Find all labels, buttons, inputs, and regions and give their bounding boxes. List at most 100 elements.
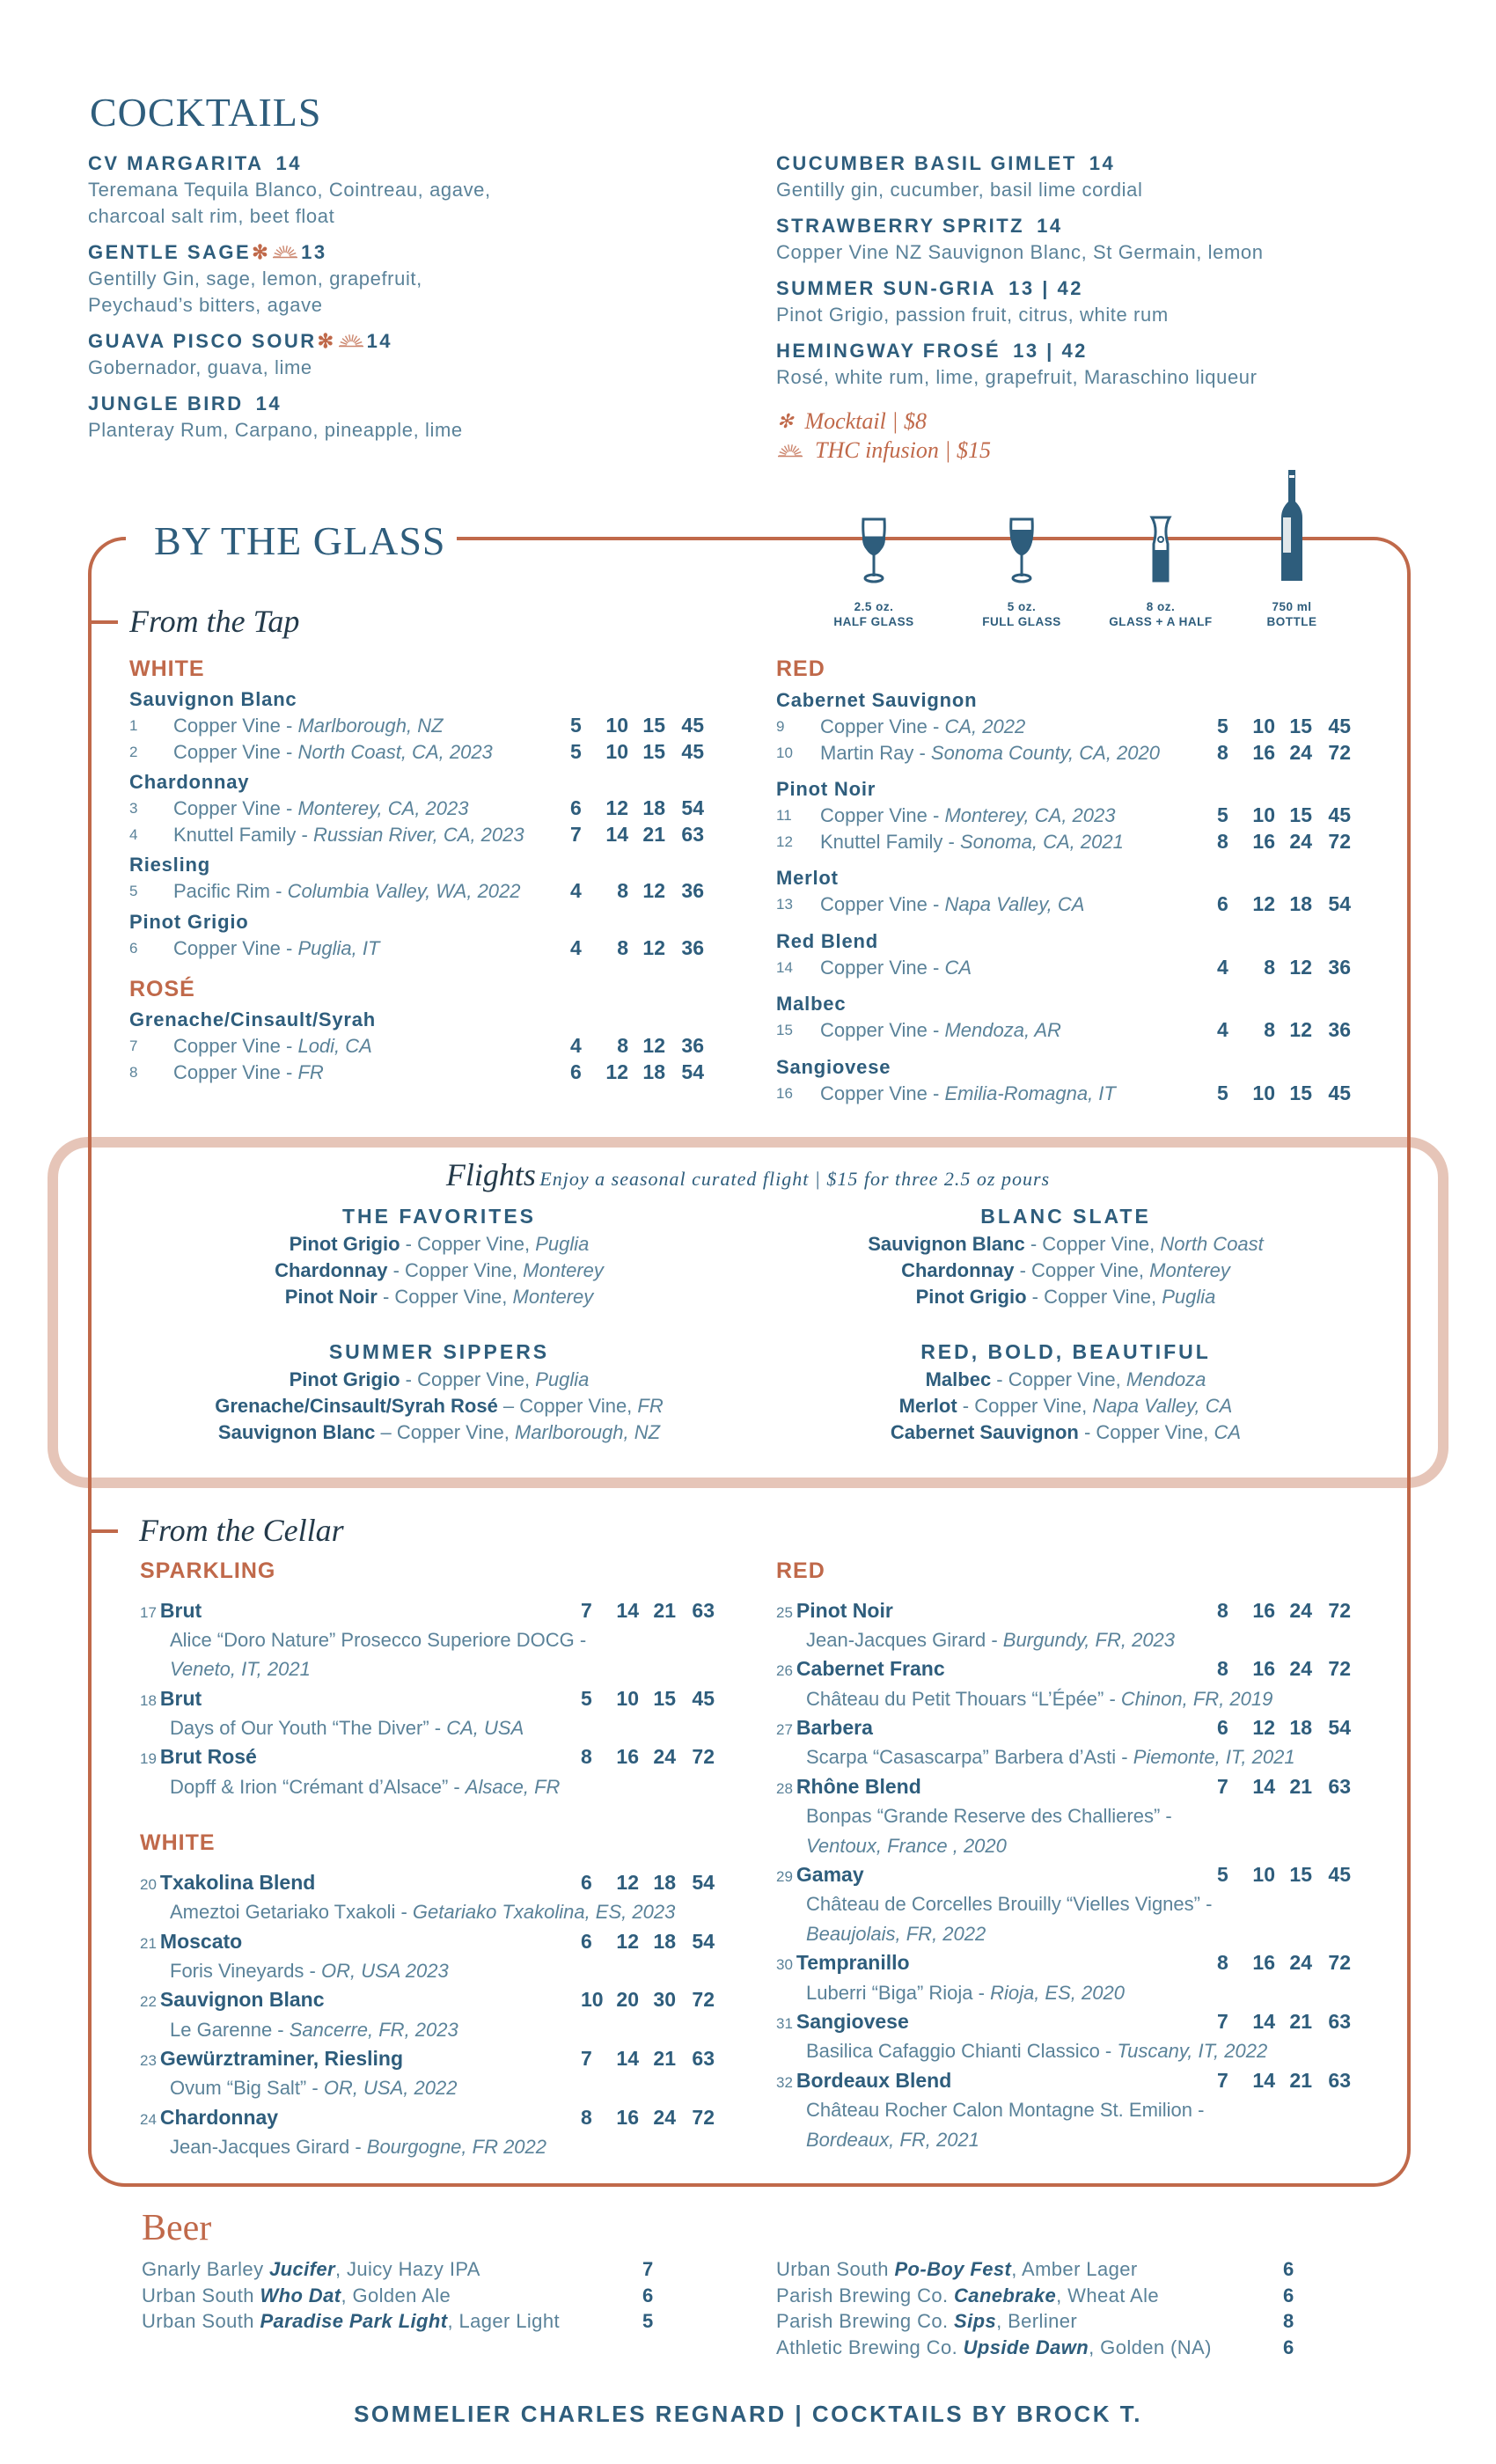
carafe-icon [1134, 466, 1187, 590]
wine-description: Pacific Rim - Columbia Valley, WA, 2022 [173, 878, 521, 905]
price: 10 [1252, 1081, 1275, 1104]
wine-name: Bordeaux Blend [796, 2068, 952, 2092]
price: 5 [570, 714, 582, 737]
price: 8 [1217, 829, 1228, 853]
varietal: Sauvignon Blanc [217, 1421, 376, 1443]
wine-number: 12 [776, 832, 793, 850]
wine-number: 19 [140, 1750, 157, 1768]
cocktail-item: SUMMER SUN-GRIA 13 | 42 Pinot Grigio, pass… [776, 275, 1445, 328]
price: 54 [1328, 892, 1351, 915]
wine-number: 16 [776, 1084, 793, 1102]
pour-size: 5 oz. [1007, 600, 1037, 613]
wine-row: 6 Copper Vine - Puglia, IT 4 8 12 36 [129, 935, 745, 962]
price-list: 8 16 24 72 [581, 2103, 715, 2132]
price: 8 [581, 1745, 592, 1769]
price: 54 [1328, 1716, 1351, 1740]
price: 12 [605, 1060, 628, 1083]
cocktail-description: Rosé, white rum, lime, grapefruit, Maras… [776, 366, 1258, 388]
flight-group: THE FAVORITES Pinot Grigio - Copper Vine,… [131, 1203, 747, 1310]
cocktail-description: Peychaud’s bitters, agave [88, 294, 323, 316]
beer-price: 6 [1283, 2336, 1294, 2359]
price: 24 [1289, 1598, 1312, 1622]
producer: Copper Vine - [173, 715, 298, 737]
wine-description: Beaujolais, FR, 2022 [776, 1919, 1410, 1948]
pour-name: GLASS + A HALF [1109, 615, 1213, 628]
flights-subtitle: Enjoy a seasonal curated flight | $15 fo… [539, 1168, 1051, 1190]
beer-price: 8 [1283, 2310, 1294, 2333]
price: 16 [1252, 740, 1275, 764]
pour-size: 2.5 oz. [854, 600, 894, 613]
wine-description: Copper Vine - Mendoza, AR [820, 1017, 1061, 1044]
region: Columbia Valley, WA, 2022 [287, 880, 521, 902]
price: 63 [1328, 2068, 1351, 2092]
beer-title: Beer [142, 2208, 212, 2248]
price: 45 [1328, 803, 1351, 826]
price: 24 [1289, 1657, 1312, 1681]
producer: Pacific Rim - [173, 880, 288, 902]
cocktail-name-line: GENTLE SAGE ✻ 13 [88, 239, 757, 266]
wine-number: 7 [129, 1038, 138, 1054]
tap-right-column: RED Cabernet Sauvignon 9 Copper Vine - CA, … [776, 656, 1392, 1106]
price: 30 [653, 1988, 676, 2012]
producer: Copper Vine - [820, 804, 945, 826]
wine-row: 18 Brut 5 10 15 45 [140, 1684, 774, 1713]
legend-text: Mocktail | $8 [804, 408, 927, 434]
pour-name: HALF GLASS [833, 615, 914, 628]
region: Puglia, IT [297, 936, 380, 959]
price-list: 4 8 12 36 [570, 878, 704, 905]
varietal-heading: Riesling [129, 854, 210, 876]
producer: Ovum “Big Salt” - [170, 2077, 324, 2100]
region: CA [944, 956, 972, 979]
price: 72 [1328, 1951, 1351, 1975]
price: 21 [642, 822, 665, 846]
price: 21 [653, 1598, 676, 1622]
price: 20 [616, 1988, 639, 2012]
price: 10 [605, 739, 628, 763]
flight-wine: Chardonnay - Copper Vine, Monterey [758, 1258, 1374, 1284]
beer-price: 5 [642, 2310, 654, 2333]
region: Bordeaux, FR, 2021 [806, 2128, 979, 2151]
cocktail-price: 14 [255, 392, 282, 414]
price: 18 [653, 1870, 676, 1894]
price: 7 [581, 2047, 592, 2071]
price: 54 [692, 1929, 715, 1953]
price: 6 [570, 796, 582, 819]
half-glass-icon [847, 466, 900, 590]
wine-description: Le Garenne - Sancerre, FR, 2023 [140, 2015, 774, 2044]
price: 7 [570, 822, 582, 846]
price: 72 [692, 1745, 715, 1769]
wine-description: Ameztoi Getariako Txakoli - Getariako Tx… [140, 1897, 774, 1926]
price: 14 [616, 2047, 639, 2071]
wine-number: 23 [140, 2052, 157, 2070]
beer-style: , Lager Light [447, 2310, 560, 2333]
region: Getariako Txakolina, ES, 2023 [412, 1901, 676, 1924]
thc-icon [272, 239, 298, 266]
producer: Knuttel Family - [820, 830, 960, 853]
price-list: 8 16 24 72 [1217, 740, 1351, 766]
producer: - Copper Vine, [400, 1368, 536, 1390]
price: 8 [1217, 1951, 1228, 1975]
price: 6 [1217, 892, 1228, 915]
wine-row: 27 Barbera 6 12 18 54 [776, 1713, 1410, 1742]
cocktail-name: JUNGLE BIRD [88, 392, 244, 414]
price: 7 [1217, 1774, 1228, 1798]
region: Tuscany, IT, 2022 [1117, 2040, 1268, 2063]
region: Puglia [1162, 1286, 1216, 1308]
price-list: 7 14 21 63 [1217, 2007, 1351, 2036]
varietal: Pinot Noir [284, 1286, 378, 1308]
price: 15 [1289, 1081, 1312, 1104]
category-heading: WHITE [140, 1830, 216, 1856]
price: 15 [642, 739, 665, 763]
price: 4 [1217, 1018, 1228, 1041]
price-list: 6 12 18 54 [1217, 1713, 1351, 1742]
wine-row: 1 Copper Vine - Marlborough, NZ 5 10 15 45 [129, 713, 745, 739]
price: 6 [570, 1060, 582, 1083]
beer-style: , Juicy Hazy IPA [334, 2258, 480, 2280]
wine-name: Txakolina Blend [159, 1870, 316, 1894]
cocktail-price: 13 | 42 [1013, 340, 1088, 362]
cocktail-price: 14 [275, 152, 302, 174]
price: 5 [570, 739, 582, 763]
category-heading: ROSÉ [129, 977, 195, 1001]
producer: Dopff & Irion “Crémant d’Alsace” - [170, 1775, 466, 1798]
producer: Luberri “Biga” Rioja - [806, 1981, 991, 2004]
